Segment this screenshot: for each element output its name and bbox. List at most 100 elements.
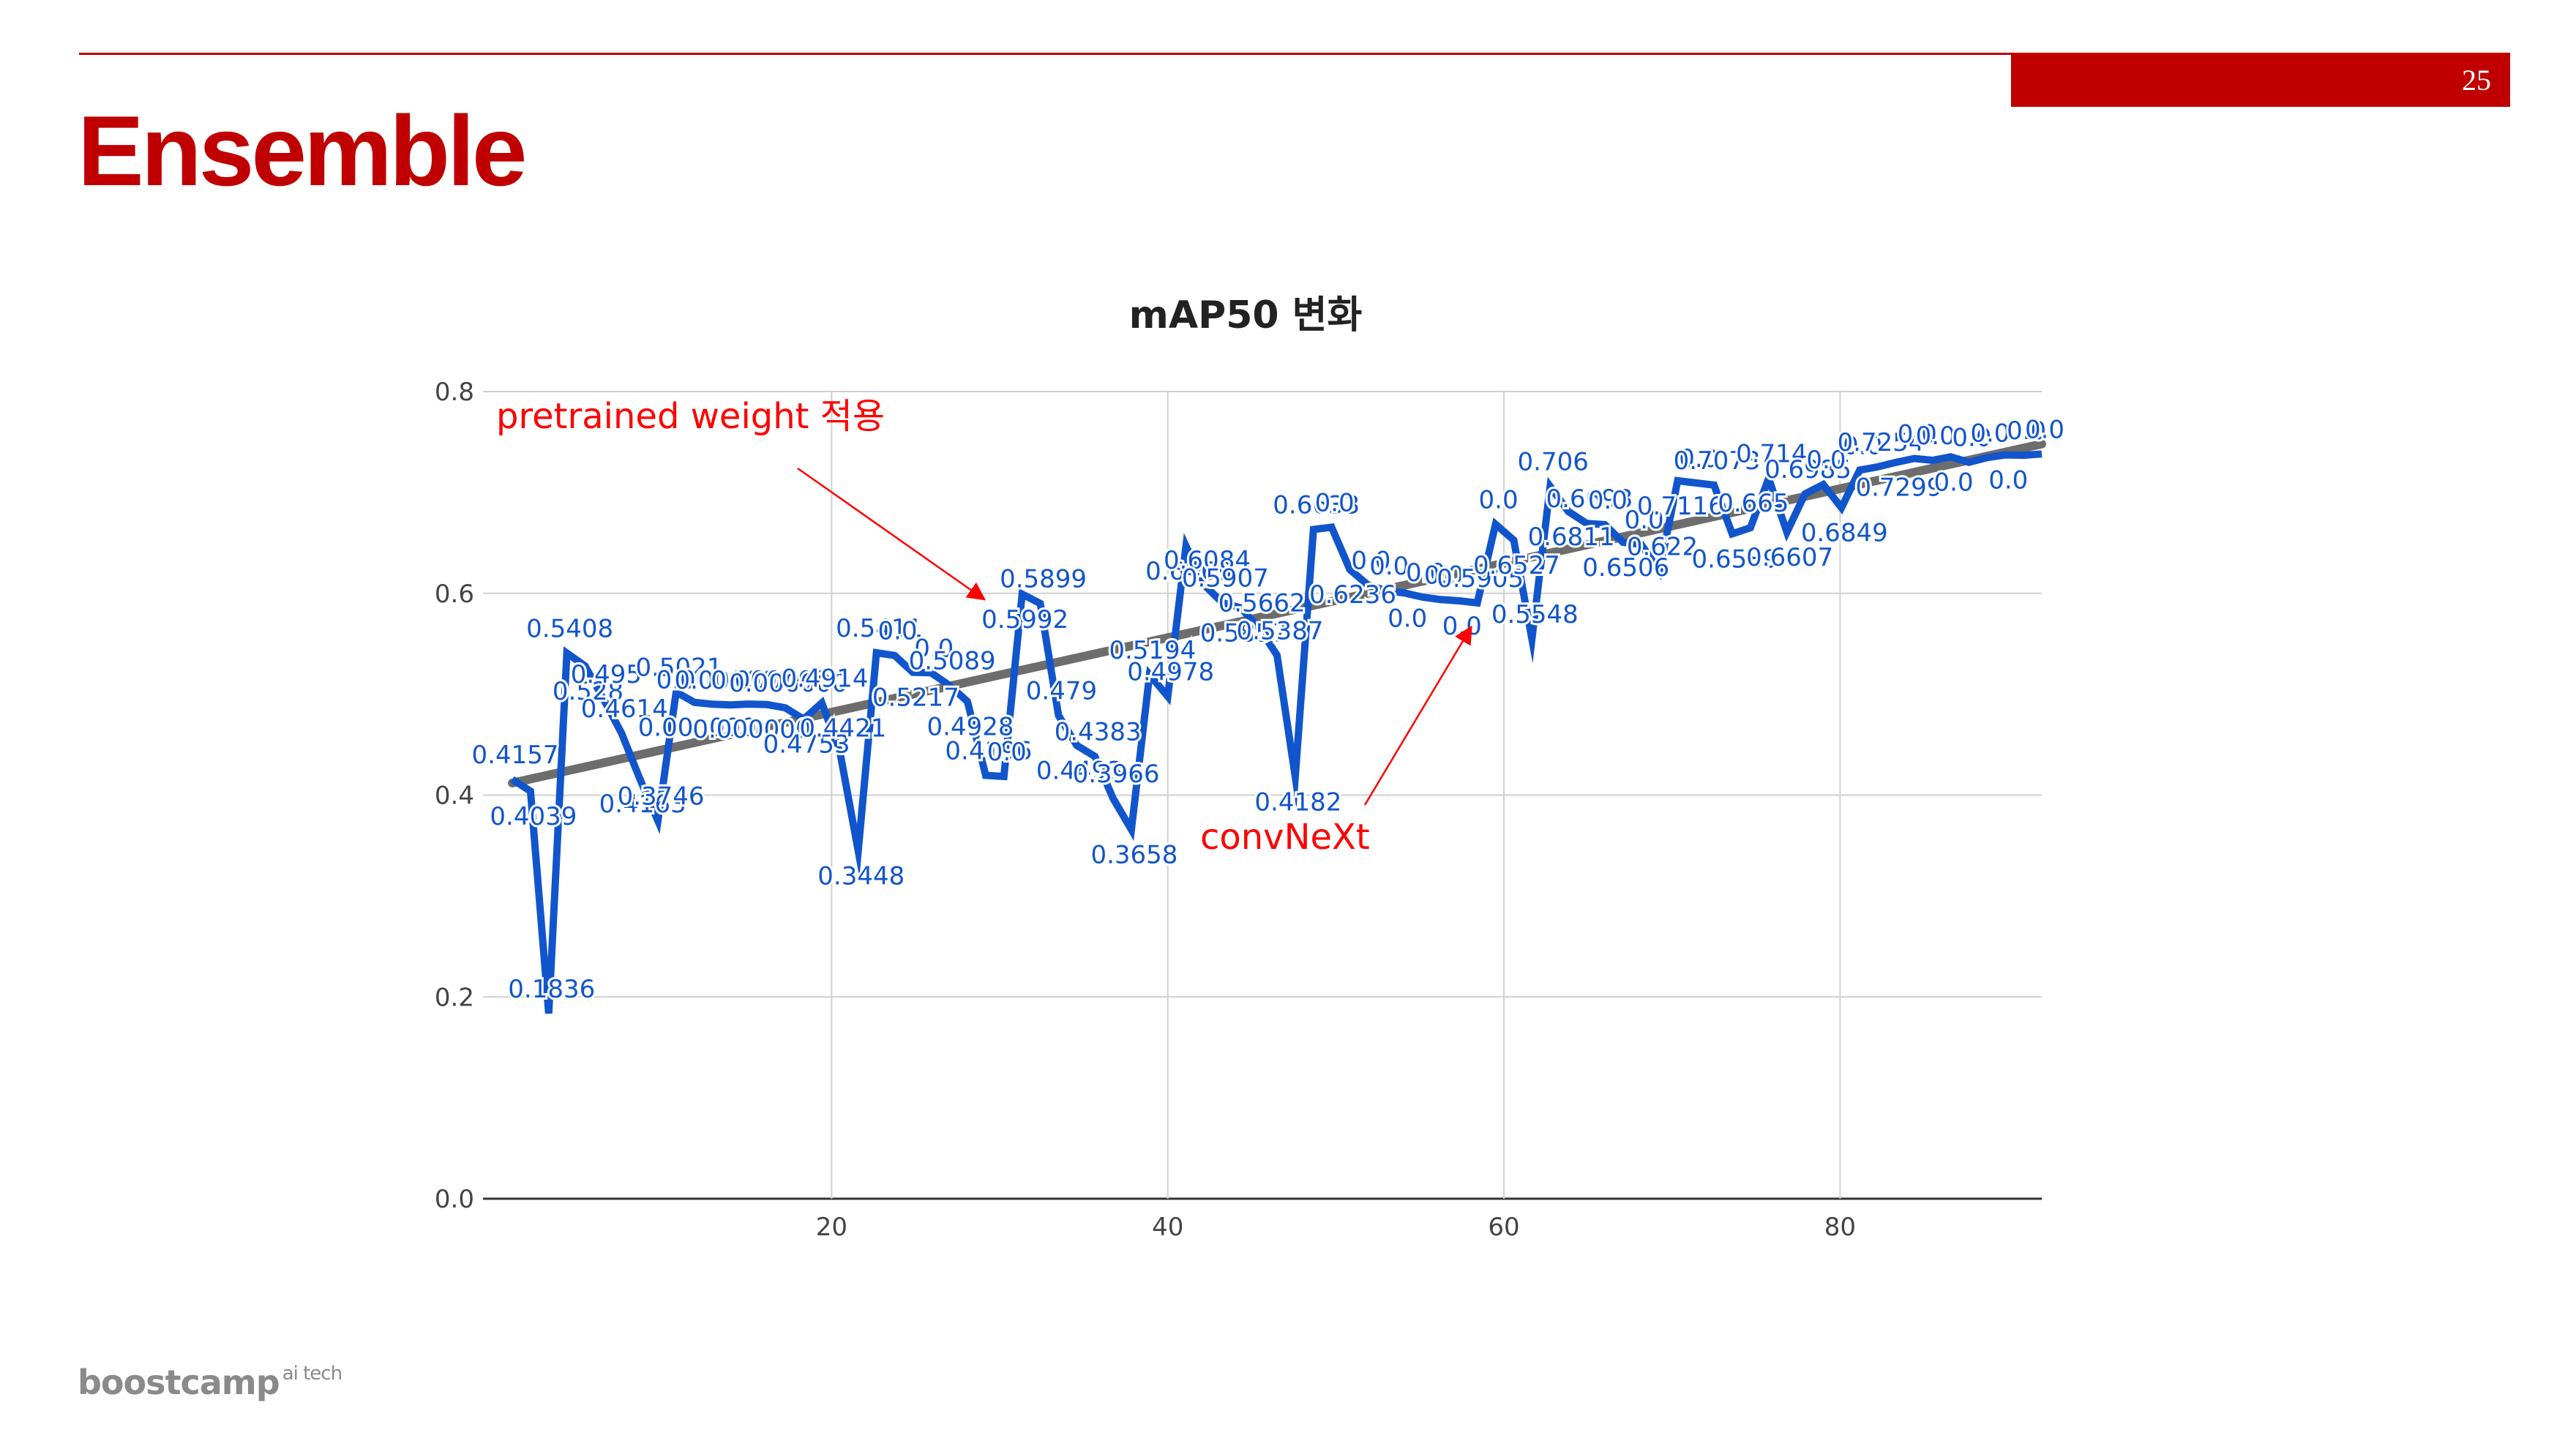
data-label-58: 0.6811 bbox=[1528, 523, 1615, 552]
data-label-26: 0.4196 bbox=[945, 736, 1032, 765]
data-label-63: 0.622 bbox=[1627, 532, 1698, 561]
data-label-62: 0.0 bbox=[1625, 506, 1664, 535]
data-label-57: 0.706 bbox=[1518, 448, 1589, 477]
data-label-43: 0.4182 bbox=[1254, 787, 1341, 817]
data-label-1: 0.4039 bbox=[490, 802, 577, 831]
annotation-text-1: convNeXt bbox=[1200, 817, 1370, 858]
data-label-61: 0.6506 bbox=[1582, 553, 1669, 583]
data-label-72: 0.0 bbox=[1806, 446, 1846, 475]
data-label-32: 0.4383 bbox=[1055, 718, 1142, 747]
data-label-53: 0.5905 bbox=[1437, 564, 1524, 594]
x-tick-label-2: 60 bbox=[1488, 1213, 1519, 1242]
data-label-56: 0.5548 bbox=[1491, 600, 1579, 629]
data-label-7: 0.4163 bbox=[599, 790, 686, 819]
data-label-11: 0.000000 bbox=[656, 665, 775, 694]
chart-title: mAP50 변화 bbox=[1129, 293, 1363, 337]
data-label-74: 0.0 bbox=[1843, 431, 1882, 460]
data-label-36: 0.4978 bbox=[1127, 658, 1214, 687]
data-label-19: 0.3448 bbox=[817, 862, 905, 891]
data-label-0: 0.4157 bbox=[472, 741, 559, 770]
annotation-arrow-0 bbox=[797, 467, 986, 601]
data-label-38: 0.6084 bbox=[1164, 546, 1251, 575]
data-label-55: 0.6527 bbox=[1473, 551, 1560, 580]
data-label-34: 0.3658 bbox=[1090, 841, 1177, 870]
data-label-47: 0.0 bbox=[1351, 547, 1390, 576]
x-tick-label-0: 20 bbox=[816, 1213, 847, 1242]
footer-brand: boostcamp ai tech bbox=[78, 1363, 342, 1402]
data-label-3: 0.5408 bbox=[526, 614, 613, 643]
data-label-30: 0.479 bbox=[1026, 677, 1097, 706]
footer-brand-sup: ai tech bbox=[282, 1363, 342, 1385]
annotation-text-0: pretrained weight 적용 bbox=[496, 396, 885, 437]
data-label-15: 0.000000 bbox=[729, 669, 847, 698]
page-number-tab: 25 bbox=[2011, 53, 2510, 107]
data-label-16: 0.4753 bbox=[763, 730, 850, 760]
page-number: 25 bbox=[2462, 64, 2491, 97]
data-label-73: 0.6849 bbox=[1801, 519, 1888, 548]
data-label-50: 0.0 bbox=[1406, 558, 1445, 588]
data-label-52: 0.0 bbox=[1442, 612, 1482, 641]
data-label-9: 0.5021 bbox=[635, 654, 722, 683]
data-label-49: 0.0 bbox=[1388, 604, 1427, 633]
data-label-8: 0.3746 bbox=[618, 782, 705, 812]
data-label-40: 0.5857 bbox=[1200, 618, 1287, 648]
data-label-64: 0.7116 bbox=[1637, 492, 1724, 521]
slide-title: Ensemble bbox=[78, 95, 527, 206]
x-tick-label-3: 80 bbox=[1824, 1213, 1856, 1242]
data-label-71: 0.6985 bbox=[1764, 455, 1852, 484]
data-label-69: 0.714 bbox=[1736, 440, 1807, 469]
data-label-78: 0.0 bbox=[1916, 422, 1955, 451]
data-label-44: 0.6633 bbox=[1273, 490, 1360, 520]
data-label-14: 0.000000 bbox=[711, 666, 829, 695]
data-label-35: 0.5194 bbox=[1109, 636, 1196, 665]
data-label-60: 0.0 bbox=[1588, 486, 1628, 515]
data-label-65: 0.0 bbox=[1679, 444, 1718, 473]
data-label-68: 0.665 bbox=[1718, 489, 1789, 518]
data-label-10: 0.000000 bbox=[638, 714, 757, 743]
y-tick-label-1: 0.2 bbox=[435, 983, 474, 1012]
data-label-80: 0.0 bbox=[1952, 424, 1991, 453]
data-label-76: 0.7299 bbox=[1855, 473, 1942, 503]
data-label-33: 0.3966 bbox=[1073, 760, 1160, 789]
data-label-82: 0.0 bbox=[1988, 466, 2028, 495]
data-label-37: 0.6469 bbox=[1145, 557, 1232, 586]
y-tick-label-2: 0.4 bbox=[435, 782, 474, 811]
data-label-17: 0.4914 bbox=[781, 664, 868, 693]
data-label-79: 0.0 bbox=[1934, 468, 1974, 497]
data-label-51: 0.0 bbox=[1424, 561, 1464, 590]
data-label-67: 0.6589 bbox=[1692, 545, 1779, 574]
data-label-66: 0.7073 bbox=[1674, 446, 1761, 476]
data-label-77: 0.0 bbox=[1898, 420, 1937, 449]
data-label-29: 0.5899 bbox=[1000, 565, 1087, 594]
series-line bbox=[510, 450, 2043, 1014]
x-tick-label-1: 40 bbox=[1152, 1213, 1183, 1242]
data-label-39: 0.5907 bbox=[1182, 564, 1269, 594]
data-label-6: 0.4614 bbox=[581, 694, 668, 724]
data-label-84: 0.0 bbox=[2025, 415, 2064, 444]
trendline bbox=[508, 439, 2046, 787]
data-label-22: 0.5217 bbox=[872, 684, 959, 713]
data-label-5: 0.495 bbox=[571, 660, 642, 689]
data-label-83: 0.0 bbox=[2007, 416, 2046, 446]
data-label-13: 0.000000 bbox=[692, 715, 811, 744]
data-label-12: 0.000000 bbox=[674, 666, 793, 695]
data-label-2: 0.1836 bbox=[508, 975, 595, 1004]
data-label-42: 0.5387 bbox=[1237, 616, 1324, 645]
data-label-28: 0.5992 bbox=[981, 605, 1068, 634]
data-label-54: 0.0 bbox=[1479, 485, 1519, 514]
top-rule bbox=[79, 53, 2040, 55]
data-label-45: 0.0 bbox=[1315, 488, 1355, 517]
data-label-23: 0.0 bbox=[914, 634, 954, 663]
data-label-81: 0.0 bbox=[1970, 419, 2010, 448]
y-tick-label-3: 0.6 bbox=[435, 580, 474, 609]
data-label-70: 0.6607 bbox=[1746, 543, 1833, 572]
data-label-48: 0.0 bbox=[1369, 552, 1409, 581]
data-label-75: 0.7254 bbox=[1838, 428, 1925, 457]
data-label-31: 0.4493 bbox=[1036, 757, 1123, 786]
data-label-59: 0.6693 bbox=[1546, 484, 1633, 514]
data-label-18: 0.4421 bbox=[799, 714, 886, 743]
data-label-20: 0.5411 bbox=[836, 614, 923, 643]
data-label-25: 0.4928 bbox=[927, 713, 1014, 742]
y-tick-label-0: 0.0 bbox=[435, 1185, 474, 1214]
